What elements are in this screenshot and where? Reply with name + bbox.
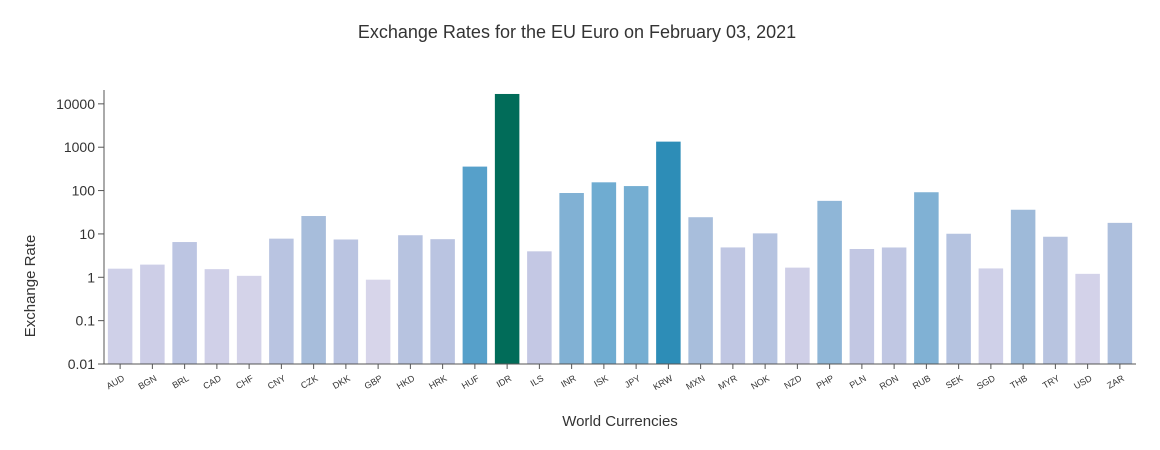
bar-hkd xyxy=(398,235,423,364)
bar-thb xyxy=(1010,209,1036,364)
x-tick-label: SEK xyxy=(944,373,965,391)
x-tick-label: USD xyxy=(1072,373,1094,391)
y-tick-label: 10 xyxy=(79,226,95,242)
x-tick-label: DKK xyxy=(331,373,352,391)
bar-cad xyxy=(204,269,230,364)
x-tick-label: RUB xyxy=(911,373,932,391)
bars-layer xyxy=(107,93,1133,364)
x-tick-label: NOK xyxy=(749,373,771,391)
bar-hrk xyxy=(430,239,455,364)
bar-myr xyxy=(720,247,746,364)
x-tick-label: MYR xyxy=(717,373,740,392)
x-tick-label: HKD xyxy=(395,373,417,391)
x-tick-label: INR xyxy=(559,373,578,390)
bar-usd xyxy=(1075,273,1100,364)
x-tick-label: KRW xyxy=(651,373,674,392)
x-tick-label: ZAR xyxy=(1105,373,1126,391)
bar-mxn xyxy=(688,217,713,364)
bar-krw xyxy=(656,141,681,364)
bar-brl xyxy=(172,242,197,364)
x-tick-label: CZK xyxy=(299,373,320,391)
y-tick-label: 1000 xyxy=(64,139,95,155)
y-tick-label: 0.01 xyxy=(68,356,95,372)
bar-aud xyxy=(107,268,133,364)
bar-sek xyxy=(946,233,971,364)
bar-inr xyxy=(559,193,584,364)
x-tick-label: MXN xyxy=(684,373,706,392)
x-tick-label: NZD xyxy=(782,373,803,391)
x-tick-label: AUD xyxy=(105,373,127,391)
bar-rub xyxy=(914,192,939,364)
bar-gbp xyxy=(365,279,391,364)
y-tick-label: 0.1 xyxy=(76,313,96,329)
x-tick-label: CHF xyxy=(234,373,255,391)
bar-bgn xyxy=(140,264,165,364)
x-tick-label: CNY xyxy=(266,373,287,391)
x-tick-label: SGD xyxy=(975,373,997,392)
x-tick-label: TRY xyxy=(1041,373,1061,391)
bar-idr xyxy=(494,93,520,364)
bar-pln xyxy=(849,249,875,364)
x-tick-label: BRL xyxy=(170,373,190,390)
bar-zar xyxy=(1107,222,1133,364)
x-tick-label: PHP xyxy=(815,373,836,391)
bar-sgd xyxy=(978,268,1004,364)
x-tick-label: JPY xyxy=(623,373,642,390)
bar-php xyxy=(817,200,842,364)
y-tick-label: 100 xyxy=(72,183,96,199)
bar-try xyxy=(1043,236,1068,364)
bar-czk xyxy=(301,216,326,364)
x-tick-label: GBP xyxy=(363,373,384,391)
y-axis: 0.01 0.1 1 10 100 1000 10000 xyxy=(56,90,105,372)
x-tick-label: BGN xyxy=(136,373,158,391)
y-tick-label: 1 xyxy=(87,269,95,285)
x-tick-label: ILS xyxy=(529,373,546,388)
x-axis-label: World Currencies xyxy=(562,413,678,430)
chart-title: Exchange Rates for the EU Euro on Februa… xyxy=(358,22,796,42)
x-tick-label: IDR xyxy=(495,373,514,390)
x-tick-label: THB xyxy=(1009,373,1030,391)
x-axis: AUD BGN BRL CAD CHF CNY CZK DKK GBP HKD HRK HUF IDR I… xyxy=(104,363,1136,392)
x-tick-label: CAD xyxy=(201,373,223,391)
bar-chf xyxy=(236,275,262,364)
bar-huf xyxy=(462,166,488,364)
x-tick-label: RON xyxy=(878,373,900,392)
y-axis-label: Exchange Rate xyxy=(22,235,39,338)
bar-dkk xyxy=(333,239,359,364)
bar-jpy xyxy=(623,186,649,364)
bar-nzd xyxy=(785,267,810,364)
x-tick-label: PLN xyxy=(848,373,868,390)
bar-ils xyxy=(527,251,552,364)
x-tick-label: HRK xyxy=(427,373,448,391)
x-tick-label: HUF xyxy=(460,373,481,391)
y-tick-label: 10000 xyxy=(56,96,95,112)
bar-nok xyxy=(752,233,778,364)
x-tick-label: ISK xyxy=(592,373,610,389)
bar-ron xyxy=(881,247,907,364)
bar-isk xyxy=(591,182,617,364)
bar-cny xyxy=(269,238,294,364)
